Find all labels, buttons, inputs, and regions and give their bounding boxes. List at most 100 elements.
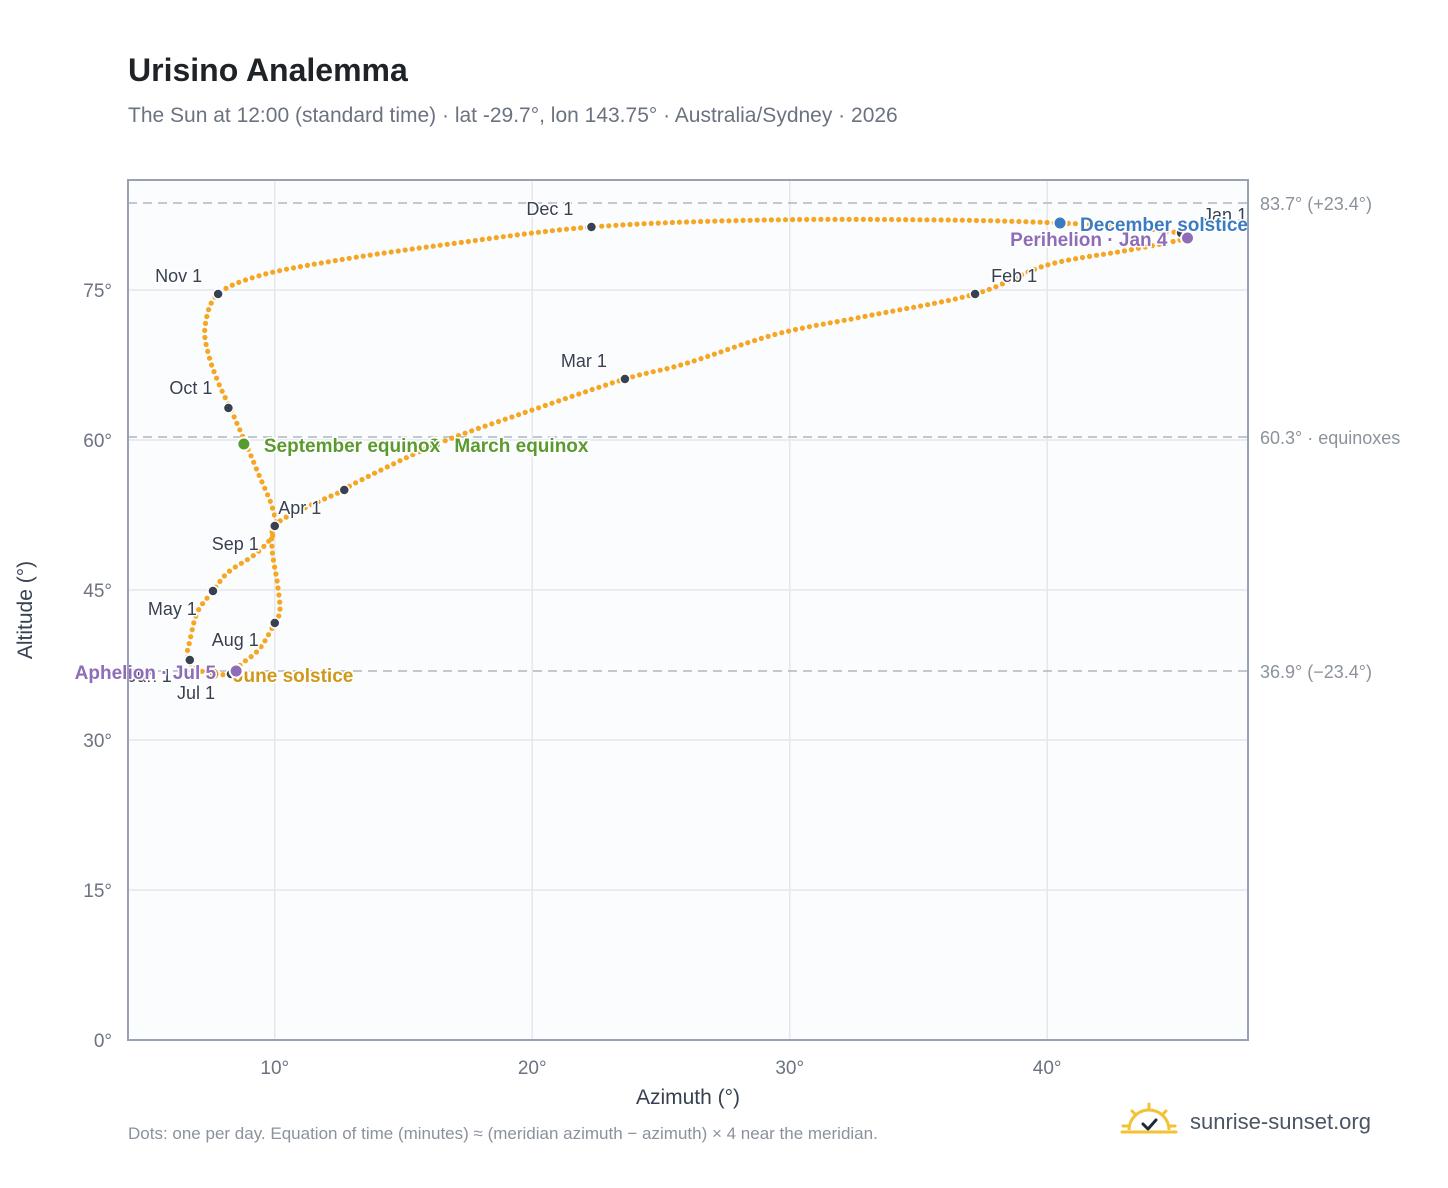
day-dot: [1122, 224, 1128, 230]
day-dot: [217, 578, 223, 585]
day-dot: [223, 285, 229, 291]
day-dot: [204, 313, 210, 320]
day-dot: [486, 236, 492, 242]
day-dot: [576, 391, 582, 397]
day-dot: [1044, 219, 1050, 226]
day-dot: [265, 632, 272, 638]
day-dot: [189, 627, 195, 633]
plot-border: [127, 179, 1249, 1041]
day-dot: [790, 217, 796, 223]
day-dot: [718, 349, 724, 355]
month-label: Apr 1: [278, 498, 321, 518]
day-dot: [938, 217, 944, 223]
day-dot: [988, 218, 994, 224]
day-dot: [1128, 247, 1134, 253]
day-dot: [705, 353, 711, 359]
day-dot: [910, 217, 916, 223]
day-dot: [290, 265, 297, 271]
day-dot: [1016, 218, 1022, 225]
footnote: Dots: one per day. Equation of time (min…: [128, 1124, 878, 1143]
day-dot: [262, 638, 268, 644]
day-dot: [1149, 243, 1155, 249]
day-dot: [451, 240, 457, 246]
day-dot: [516, 412, 522, 418]
day-dot: [353, 254, 359, 260]
day-dot: [1135, 245, 1141, 251]
day-dot: [995, 218, 1001, 224]
day-dot: [650, 369, 656, 375]
day-dot: [603, 382, 609, 388]
day-dot: [226, 568, 233, 574]
day-dot: [1142, 244, 1148, 250]
day-dot: [671, 364, 677, 370]
day-dot: [236, 279, 242, 285]
month-marker: [184, 654, 196, 666]
y-tick-label: 30°: [83, 731, 112, 752]
day-dot: [973, 217, 980, 224]
day-dot: [634, 221, 640, 227]
day-dot: [758, 335, 764, 341]
day-dot: [904, 305, 910, 312]
day-dot: [641, 221, 647, 227]
day-dot: [745, 340, 751, 346]
day-dot: [811, 216, 817, 222]
day-dot: [1086, 221, 1093, 228]
day-dot: [952, 296, 958, 302]
month-label: Jun 1: [128, 666, 172, 686]
day-dot: [1045, 262, 1051, 268]
day-dot: [945, 297, 952, 304]
day-dot: [1031, 266, 1038, 272]
day-dot: [925, 302, 931, 308]
day-dot: [1002, 218, 1008, 224]
day-dot: [752, 337, 758, 344]
day-dot: [1012, 275, 1018, 281]
month-label: Dec 1: [526, 199, 573, 219]
day-dot: [309, 502, 315, 508]
day-dot: [521, 231, 527, 237]
day-dot: [244, 557, 250, 563]
day-dot: [462, 430, 468, 436]
day-dot: [569, 393, 575, 399]
day-dot: [874, 216, 881, 223]
day-dot: [216, 382, 222, 388]
day-dot: [869, 312, 875, 318]
x-tick-label: 10°: [260, 1058, 289, 1079]
day-dot: [472, 237, 478, 244]
day-dot: [986, 286, 992, 292]
day-dot: [302, 505, 308, 511]
day-dot: [606, 223, 612, 229]
day-dot: [232, 564, 238, 570]
month-marker: [207, 585, 219, 597]
day-dot: [754, 217, 760, 223]
day-dot: [782, 217, 789, 223]
day-dot: [599, 223, 605, 229]
day-dot: [609, 380, 615, 386]
day-dot: [890, 308, 896, 314]
day-dot: [846, 216, 852, 222]
month-marker: [969, 288, 981, 300]
day-dot: [360, 253, 366, 259]
day-dot: [251, 459, 257, 465]
day-dot: [346, 255, 352, 261]
day-dot: [269, 550, 275, 556]
day-dot: [825, 216, 831, 222]
day-dot: [372, 470, 378, 476]
day-dot: [1171, 229, 1177, 235]
day-dot: [683, 219, 690, 225]
day-dot: [374, 251, 380, 257]
y-tick-label: 45°: [83, 581, 112, 602]
day-dot: [1023, 219, 1029, 225]
day-dot: [669, 219, 676, 226]
day-dot: [311, 261, 317, 267]
day-dot: [556, 398, 562, 404]
day-dot: [267, 498, 273, 504]
brand[interactable]: sunrise-sunset.org: [1120, 1102, 1371, 1142]
day-dot: [437, 242, 443, 248]
event-label: Perihelion · Jan 4: [1010, 230, 1168, 251]
day-dot: [388, 249, 394, 255]
day-dot: [712, 218, 718, 224]
day-dot: [202, 327, 208, 333]
month-label: Jul 1: [177, 683, 215, 703]
x-tick-label: 30°: [775, 1058, 804, 1079]
